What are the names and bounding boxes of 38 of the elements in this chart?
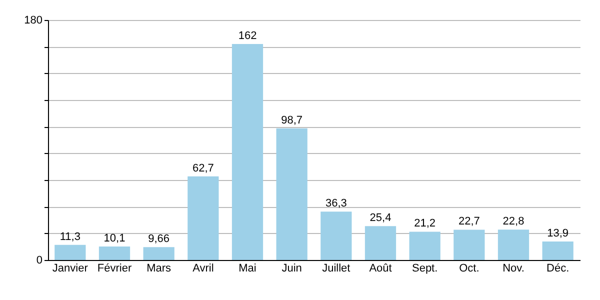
y-tick-label: 180 <box>24 14 42 26</box>
data-label: 10,1 <box>104 232 126 245</box>
data-label: 9,66 <box>148 233 170 246</box>
data-label: 21,2 <box>414 218 436 230</box>
bar <box>542 241 574 260</box>
data-label: 36,3 <box>325 198 347 210</box>
x-tick-label: Sept. <box>412 262 438 274</box>
bar <box>98 246 130 260</box>
data-label: 13,9 <box>547 227 569 240</box>
x-tick-label: Janvier <box>52 262 88 274</box>
bar <box>364 226 396 260</box>
x-tick-label: Juin <box>282 262 302 274</box>
bar <box>232 44 264 260</box>
bar <box>409 232 440 260</box>
x-tick-label: Déc. <box>546 262 570 274</box>
bar <box>276 128 308 260</box>
x-tick-label: Février <box>97 262 132 274</box>
x-tick-label: Juillet <box>322 262 350 274</box>
data-label: 11,3 <box>60 230 80 243</box>
data-label: 98,7 <box>281 114 303 126</box>
bar <box>188 176 219 260</box>
x-tick-label: Nov. <box>502 262 524 274</box>
data-label: 62,7 <box>192 162 214 174</box>
data-label: 25,4 <box>370 212 392 224</box>
bar <box>454 230 485 260</box>
y-tick-label: 0 <box>36 254 42 266</box>
x-tick-label: Oct. <box>459 262 480 274</box>
x-tick-label: Mars <box>146 262 172 274</box>
data-label: 162 <box>238 30 257 42</box>
bar <box>498 230 530 260</box>
x-tick-label: Avril <box>192 262 214 274</box>
bar <box>54 244 86 260</box>
bar <box>143 247 174 260</box>
data-label: 22,7 <box>458 216 480 228</box>
data-label: 22,8 <box>502 216 524 228</box>
bar <box>320 212 352 260</box>
x-tick-label: Mai <box>238 262 256 274</box>
x-tick-label: Août <box>369 262 392 274</box>
